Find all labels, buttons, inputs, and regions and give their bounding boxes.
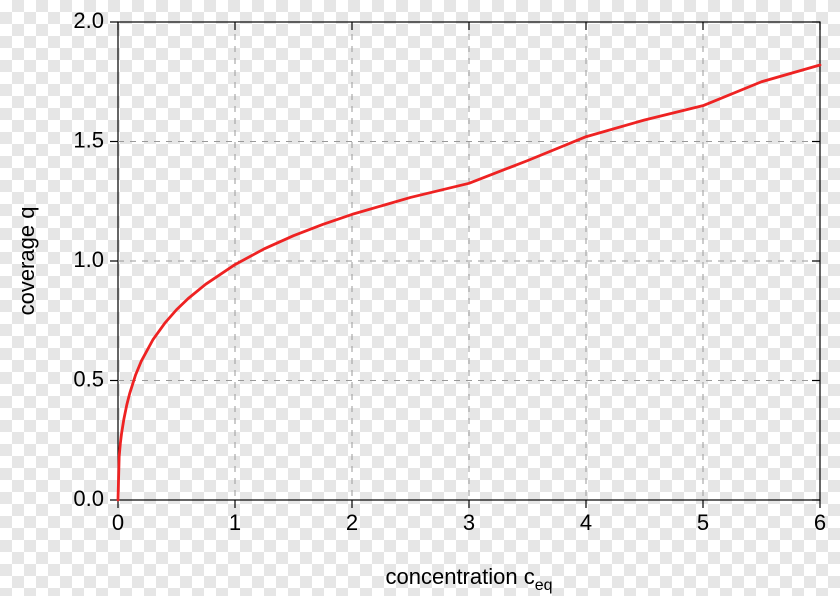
grid (118, 22, 820, 500)
x-tick-label: 2 (346, 510, 358, 535)
y-axis-title: coverage q (14, 207, 39, 316)
y-tick-label: 1.0 (73, 247, 104, 272)
x-tick-label: 5 (697, 510, 709, 535)
x-tick-label: 3 (463, 510, 475, 535)
y-tick-label: 2.0 (73, 8, 104, 33)
y-tick-label: 0.5 (73, 366, 104, 391)
x-tick-label: 4 (580, 510, 592, 535)
x-tick-label: 1 (229, 510, 241, 535)
x-axis-title-sub: eq (535, 577, 553, 594)
x-tick-label: 6 (814, 510, 826, 535)
isotherm-chart: 0 1 2 3 4 5 6 0.0 0.5 1.0 1.5 2.0 concentration ceq… (0, 0, 840, 596)
x-tick-label: 0 (112, 510, 124, 535)
y-tick-label: 0.0 (73, 486, 104, 511)
ticks: 0 1 2 3 4 5 6 0.0 0.5 1.0 1.5 2.0 (73, 8, 826, 535)
x-axis-title: concentration ceq (386, 564, 553, 594)
y-tick-label: 1.5 (73, 127, 104, 152)
x-axis-title-main: concentration c (386, 564, 535, 589)
chart-container: 0 1 2 3 4 5 6 0.0 0.5 1.0 1.5 2.0 concentration ceq… (0, 0, 840, 596)
